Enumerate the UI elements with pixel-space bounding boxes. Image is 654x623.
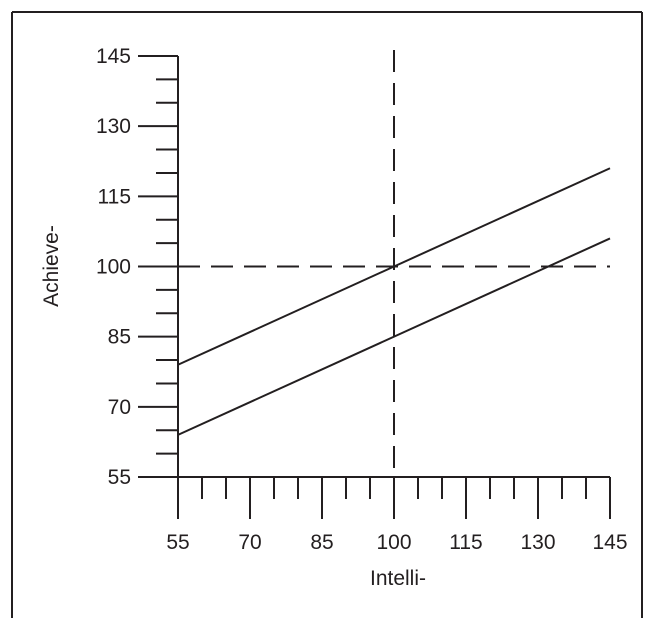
y-tick-label: 70	[108, 396, 131, 419]
tick-labels: 55 70 85 100 115 130 145 55 70 85 100 115 130 145	[96, 45, 628, 554]
x-tick-label: 70	[238, 531, 261, 554]
x-tick-label: 100	[376, 531, 411, 554]
y-tick-label: 85	[108, 326, 131, 349]
reference-lines	[178, 50, 610, 477]
y-tick-label: 55	[108, 466, 131, 489]
x-tick-label: 145	[592, 531, 627, 554]
y-tick-label: 100	[96, 256, 131, 279]
series-line-2	[177, 237, 611, 436]
ticks	[138, 55, 611, 519]
y-tick-label: 145	[96, 45, 131, 68]
y-axis-title: Achieve-	[40, 225, 63, 307]
x-tick-label: 130	[520, 531, 555, 554]
x-tick-label: 85	[310, 531, 333, 554]
y-tick-label: 115	[98, 185, 131, 208]
y-tick-label: 130	[96, 115, 131, 138]
x-axis-title: Intelli-	[370, 567, 426, 590]
x-tick-label: 55	[166, 531, 189, 554]
series-line-1	[177, 167, 611, 366]
series-lines	[177, 167, 611, 436]
x-tick-label: 115	[449, 531, 482, 554]
